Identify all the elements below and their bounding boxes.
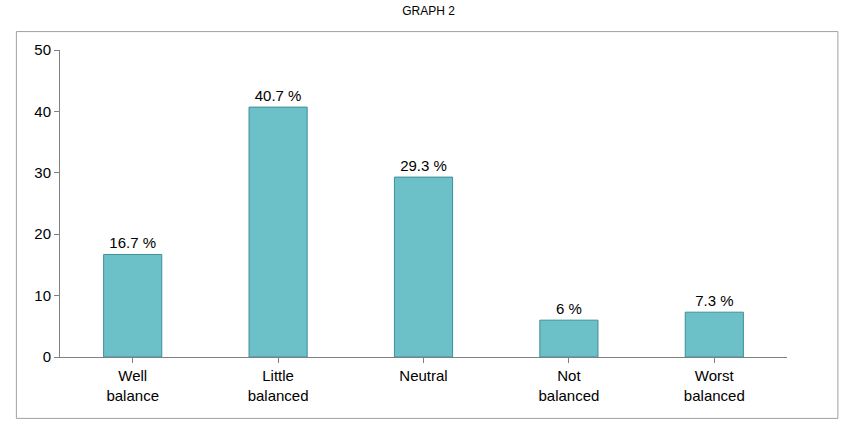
svg-text:GRAPH 2: GRAPH 2 [402,4,455,18]
svg-text:50: 50 [34,41,51,58]
svg-text:Neutral: Neutral [399,367,447,384]
svg-text:40: 40 [34,103,51,120]
svg-text:6 %: 6 % [556,300,582,317]
svg-text:Littlebalanced: Littlebalanced [248,367,309,404]
svg-text:0: 0 [43,348,51,365]
svg-text:7.3 %: 7.3 % [695,292,733,309]
svg-text:Wellbalance: Wellbalance [106,367,159,404]
svg-text:16.7 %: 16.7 % [109,234,156,251]
svg-text:29.3 %: 29.3 % [400,157,447,174]
svg-text:10: 10 [34,287,51,304]
svg-text:Notbalanced: Notbalanced [538,367,599,404]
svg-text:20: 20 [34,225,51,242]
svg-text:40.7 %: 40.7 % [255,87,302,104]
svg-text:Worstbalanced: Worstbalanced [684,367,745,404]
svg-text:30: 30 [34,164,51,181]
